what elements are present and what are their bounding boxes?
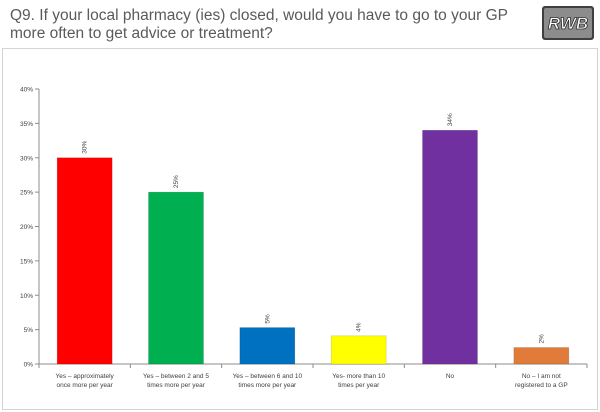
category-label: Yes – approximately	[56, 373, 115, 380]
category-label: times per year	[338, 382, 380, 389]
category-label: Yes – between 2 and 5	[143, 373, 209, 380]
y-tick-label: 5%	[24, 327, 34, 334]
data-label: 25%	[173, 175, 180, 188]
bar	[330, 335, 387, 365]
chart-title: Q9. If your local pharmacy (ies) closed,…	[10, 7, 508, 42]
data-label: 34%	[447, 113, 454, 126]
category-label: once more per year	[56, 382, 113, 389]
bar	[148, 191, 204, 365]
logo-graphic: RWB	[542, 6, 594, 40]
y-tick-label: 30%	[20, 155, 33, 162]
data-label: 2%	[538, 334, 545, 344]
bar	[513, 347, 570, 365]
category-label: registered to a GP	[515, 382, 568, 389]
bar-chart: 0% 5% 10% 15% 20% 25% 30% 35% 40% 30% Yes – approx…	[20, 87, 588, 389]
bar	[422, 129, 478, 365]
y-tick-label: 0%	[24, 362, 34, 369]
category-label: No	[446, 373, 455, 380]
data-label: 4%	[356, 322, 363, 332]
bar	[56, 157, 113, 365]
y-tick-label: 15%	[20, 258, 33, 265]
category-label: No – I am not	[522, 373, 561, 380]
chart-panel: 0% 5% 10% 15% 20% 25% 30% 35% 40% 30% Yes – approx…	[2, 48, 598, 410]
category-label: Yes- more than 10	[332, 373, 385, 380]
category-label: Yes – between 6 and 10	[233, 373, 303, 380]
y-tick-label: 10%	[20, 293, 33, 300]
y-tick-label: 20%	[20, 224, 33, 231]
data-label: 30%	[82, 141, 89, 154]
y-tick-label: 25%	[20, 190, 33, 197]
logo-lettering: RWB	[548, 14, 588, 33]
category-label: times more per year	[147, 382, 206, 389]
y-tick-label: 40%	[20, 87, 33, 94]
category-label: times more per year	[238, 382, 297, 389]
bar	[239, 327, 296, 365]
rwb-logo: RWB	[542, 6, 594, 40]
data-label: 5%	[264, 314, 271, 324]
y-tick-label: 35%	[20, 121, 33, 128]
